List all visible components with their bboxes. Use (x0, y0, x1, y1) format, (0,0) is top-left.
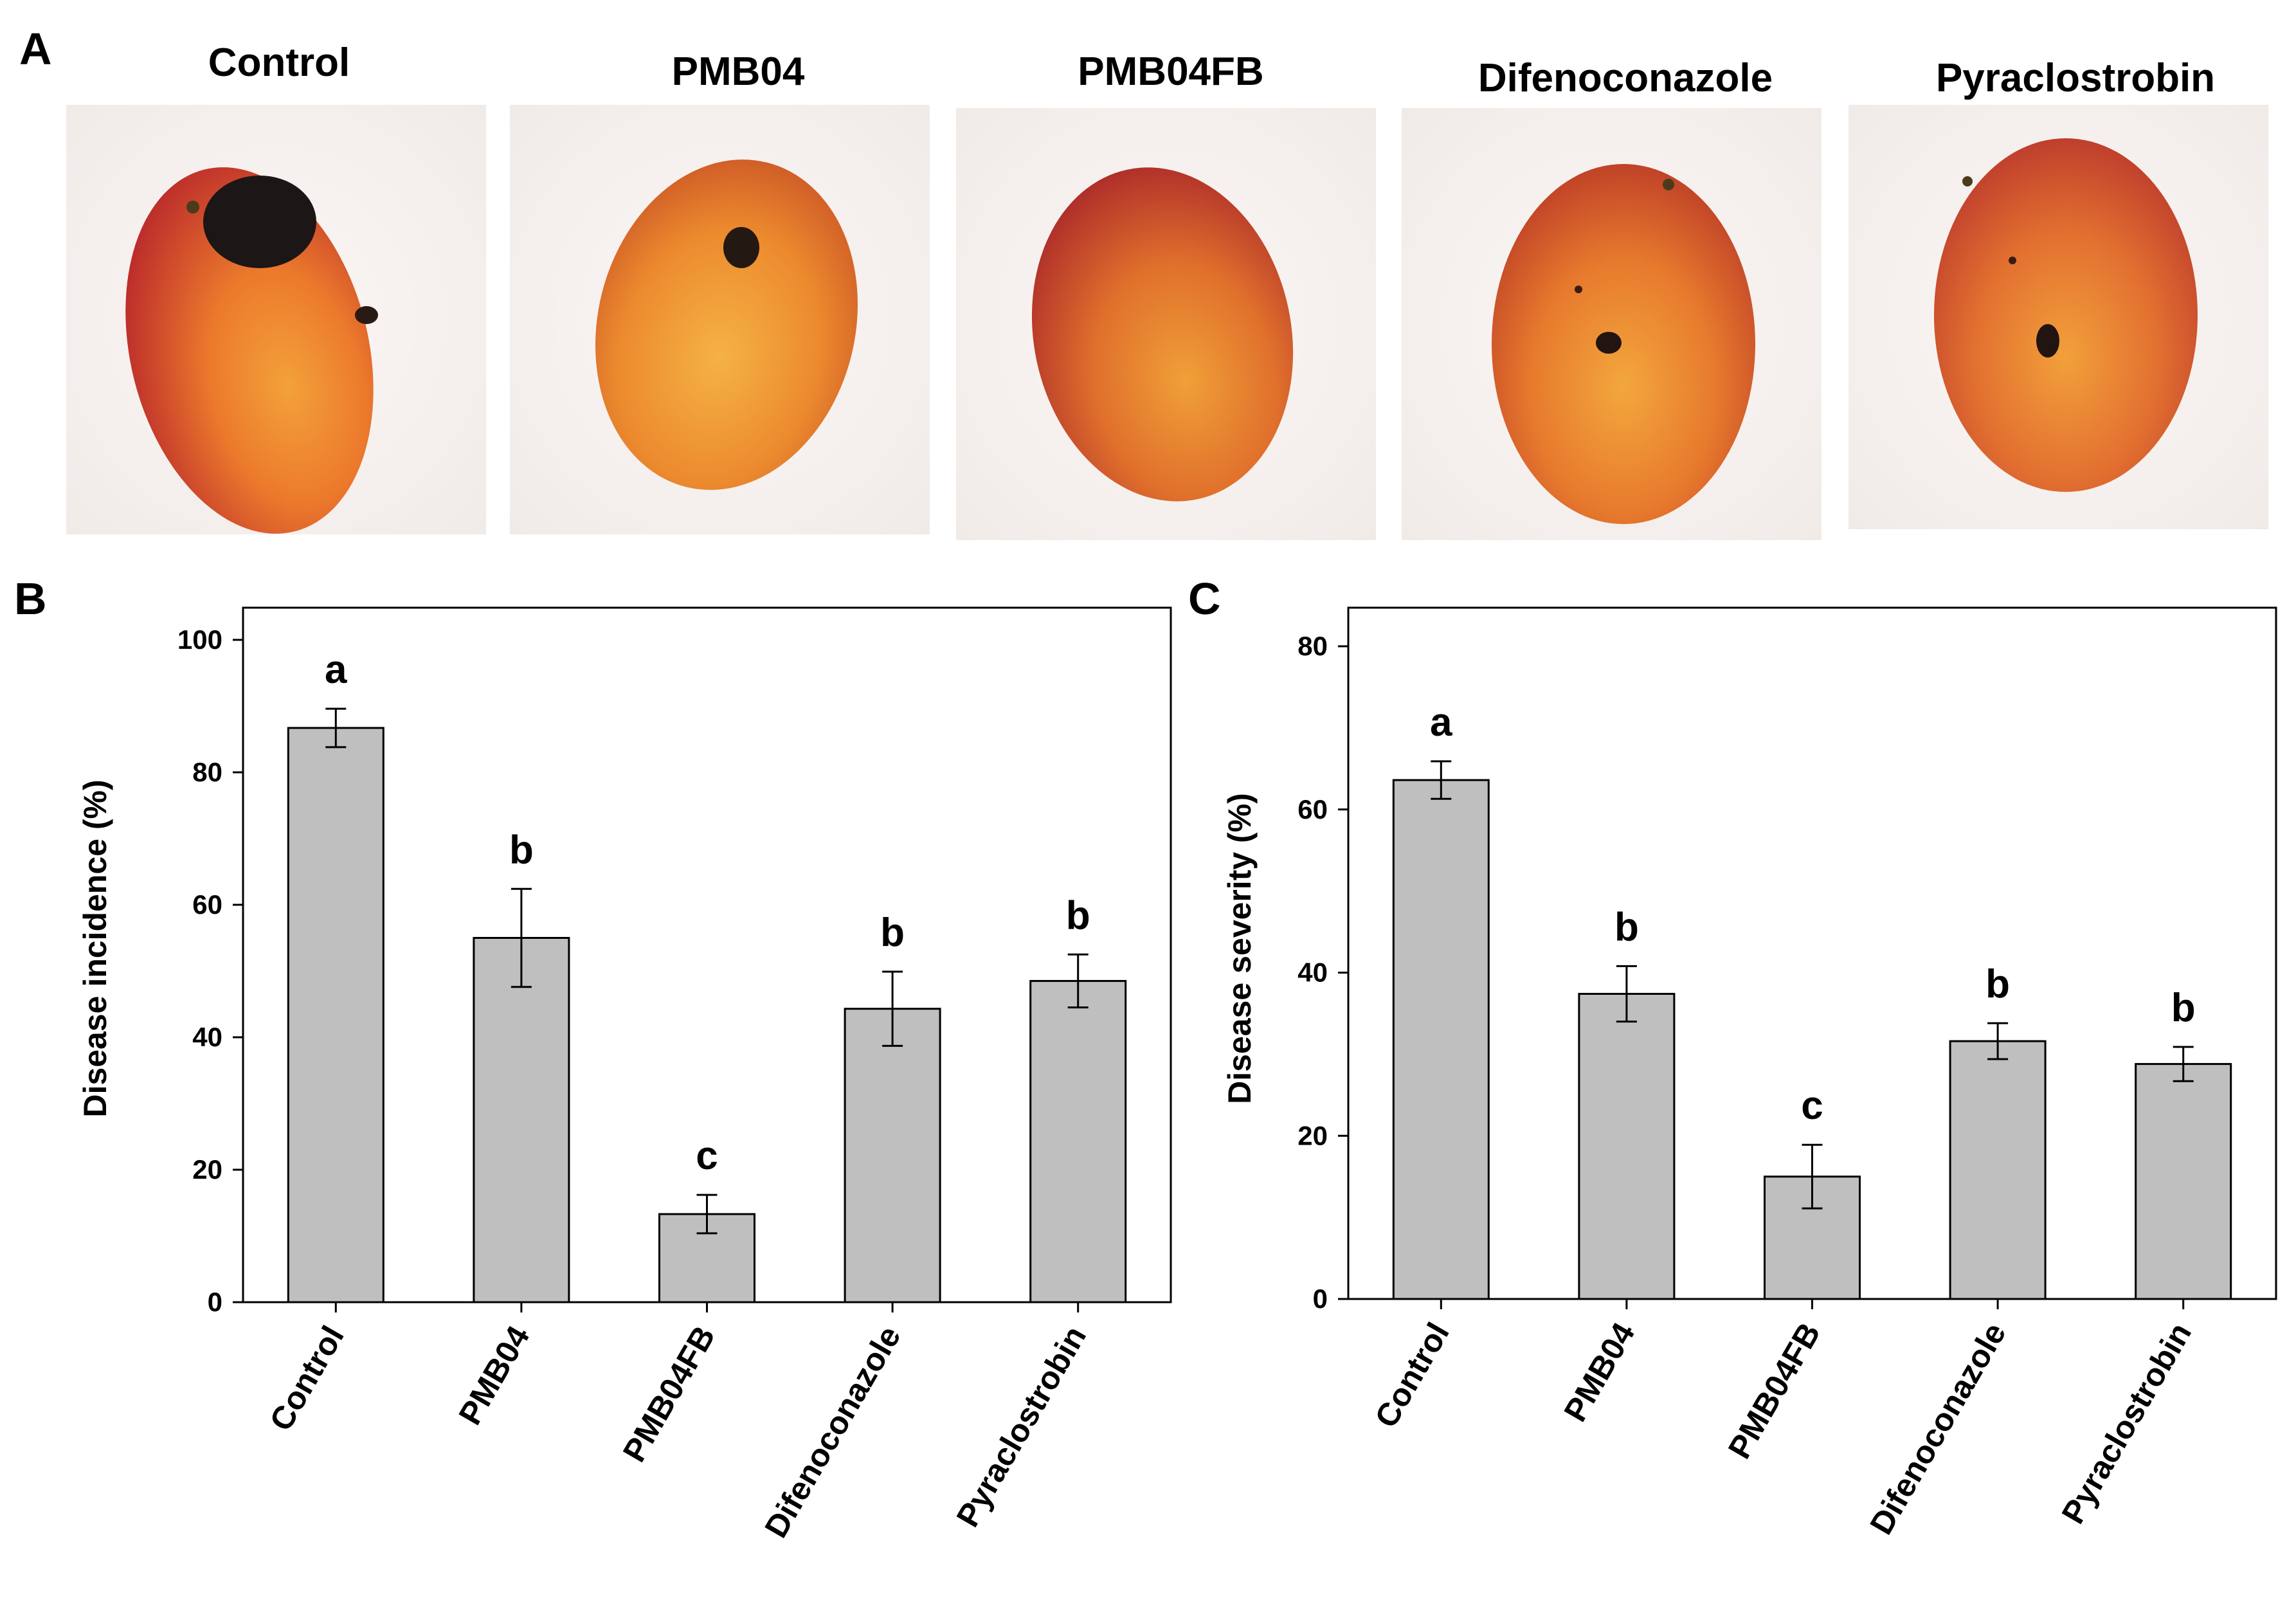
panel-a-photos: Control PMB04 PMB04FB Difenoconazole (66, 41, 2268, 540)
y-tick-label: 40 (192, 1022, 222, 1052)
bar (1029, 979, 1127, 1303)
stem (1663, 179, 1674, 190)
photo-difenoconazole: Difenoconazole (1402, 56, 1821, 540)
bar (2135, 1063, 2232, 1300)
x-tick-label: Pyraclostrobin (950, 1320, 1094, 1533)
y-axis-title: Disease incidence (%) (77, 779, 113, 1117)
y-tick-label: 80 (192, 757, 222, 787)
panel-letter-b: B (14, 574, 47, 624)
photo-label: Pyraclostrobin (1936, 56, 2215, 100)
y-tick-label: 0 (208, 1287, 222, 1317)
mango-fruit (1492, 164, 1755, 524)
x-axis: Control PMB04 PMB04FB Difenoconazole Pyraclo… (262, 1302, 1093, 1543)
significance-label: b (1614, 905, 1639, 949)
significance-label: b (2171, 986, 2196, 1030)
bars: a b c b b (287, 648, 1127, 1303)
photo-label: Control (208, 41, 350, 85)
x-tick-label: PMB04 (452, 1320, 537, 1431)
bar (1578, 992, 1676, 1300)
y-tick-label: 40 (1297, 958, 1328, 988)
bar (844, 1008, 941, 1303)
y-axis: 0 20 40 60 80 (1297, 631, 1348, 1314)
significance-label: c (696, 1134, 718, 1178)
panel-letter-c: C (1188, 574, 1221, 624)
significance-label: a (325, 648, 347, 692)
y-tick-label: 20 (192, 1154, 222, 1185)
photo-pmb04fb: PMB04FB (956, 50, 1376, 540)
x-tick-label: PMB04FB (616, 1320, 722, 1468)
lesion-spot (2036, 324, 2059, 358)
lesion-spot (2009, 257, 2016, 264)
x-tick-label: Control (262, 1320, 350, 1437)
significance-label: b (1066, 893, 1090, 938)
bar (287, 727, 384, 1303)
photo-label: PMB04FB (1078, 50, 1263, 94)
bar (1949, 1040, 2047, 1300)
y-tick-label: 60 (1297, 794, 1328, 824)
lesion-spot (355, 306, 378, 324)
significance-label: b (1985, 962, 2010, 1006)
mango-fruit (1031, 167, 1294, 502)
x-tick-label: PMB04FB (1721, 1317, 1827, 1465)
x-tick-label: Control (1368, 1317, 1456, 1434)
x-tick-label: Pyraclostrobin (2055, 1317, 2199, 1530)
significance-label: c (1801, 1084, 1823, 1128)
lesion-spot (203, 176, 316, 268)
stem (1962, 176, 1973, 186)
lesion-spot (1596, 332, 1622, 354)
bar (1392, 779, 1490, 1300)
photo-label: Difenoconazole (1478, 56, 1773, 100)
y-tick-label: 80 (1297, 631, 1328, 661)
mango-fruit (595, 159, 858, 490)
y-tick-label: 20 (1297, 1120, 1328, 1150)
mango-fruit (1934, 138, 2198, 492)
chart-disease-incidence: Disease incidence (%) 0 20 40 60 80 100 a b c b b… (77, 606, 1172, 1543)
photo-control: Control (66, 41, 486, 534)
x-axis: Control PMB04 PMB04FB Difenoconazole Pyraclo… (1368, 1299, 2198, 1540)
mango-fruit (125, 167, 374, 534)
significance-label: b (509, 828, 534, 872)
photo-label: PMB04 (672, 50, 805, 94)
lesion-spot (1575, 286, 1582, 293)
y-tick-label: 0 (1313, 1284, 1328, 1314)
photo-pyraclostrobin: Pyraclostrobin (1849, 56, 2268, 529)
photo-pmb04: PMB04 (510, 50, 930, 534)
y-axis: 0 20 40 60 80 100 (177, 624, 243, 1317)
y-tick-label: 100 (177, 624, 222, 655)
lesion-spot (723, 227, 759, 268)
y-axis-title: Disease severity (%) (1222, 793, 1258, 1104)
panel-letter-a: A (19, 24, 52, 74)
bar (473, 937, 570, 1303)
significance-label: a (1430, 700, 1452, 745)
x-tick-label: PMB04 (1557, 1316, 1642, 1428)
bars: a b c b b (1392, 700, 2232, 1300)
x-tick-label: Difenoconazole (757, 1320, 907, 1544)
x-tick-label: Difenoconazole (1863, 1317, 2012, 1541)
y-tick-label: 60 (192, 889, 222, 920)
chart-disease-severity: Disease severity (%) 0 20 40 60 80 a b c b b Con… (1222, 606, 2277, 1540)
significance-label: b (880, 911, 905, 955)
stem (186, 201, 199, 213)
